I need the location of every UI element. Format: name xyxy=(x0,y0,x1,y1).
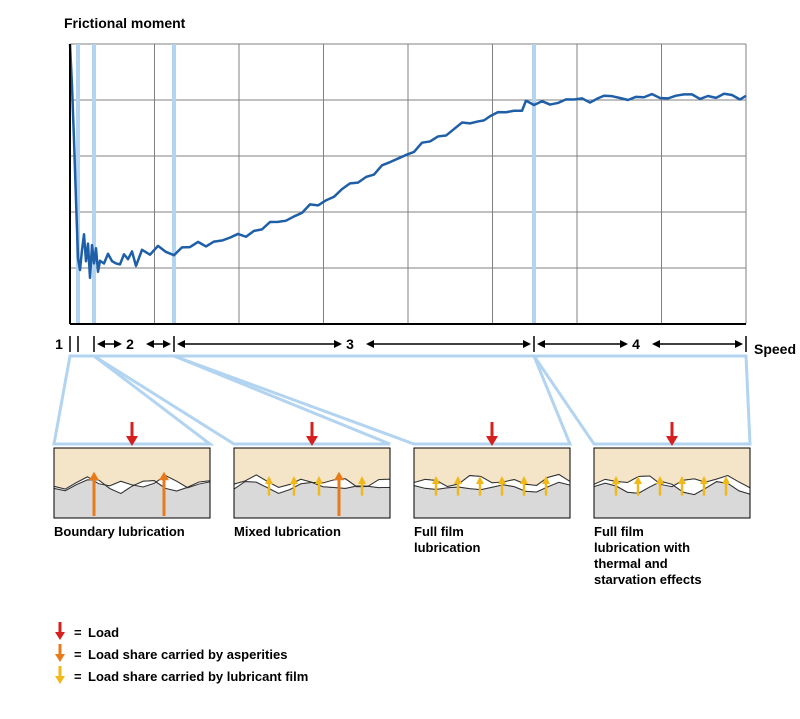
panel-caption: starvation effects xyxy=(594,572,702,587)
panel-caption: Full film xyxy=(414,524,464,539)
range-arrowhead xyxy=(334,340,342,348)
legend-equals: = xyxy=(74,625,82,640)
y-axis-label: Frictional moment xyxy=(64,15,186,31)
range-arrowhead xyxy=(163,340,171,348)
lubrication-panel: Mixed lubrication xyxy=(234,422,390,539)
panel-connector xyxy=(94,356,390,444)
zone-number: 4 xyxy=(632,336,640,352)
panel-caption: lubrication with xyxy=(594,540,690,555)
panel-connector xyxy=(534,356,750,444)
zone-number: 2 xyxy=(126,336,134,352)
range-arrowhead xyxy=(523,340,531,348)
x-axis-label: Speed xyxy=(754,341,796,357)
panel-caption: Full film xyxy=(594,524,644,539)
legend-label: Load xyxy=(88,625,119,640)
panel-caption: lubrication xyxy=(414,540,481,555)
lubrication-panel: Full filmlubrication withthermal andstar… xyxy=(594,422,750,587)
lubrication-panel: Boundary lubrication xyxy=(54,422,210,539)
panel-caption: Boundary lubrication xyxy=(54,524,185,539)
legend-arrow-icon xyxy=(55,676,65,684)
panel-caption: Mixed lubrication xyxy=(234,524,341,539)
panel-connector xyxy=(174,356,570,444)
zone-number: 1 xyxy=(55,336,63,352)
zone-number: 3 xyxy=(346,336,354,352)
panel-caption: thermal and xyxy=(594,556,668,571)
legend-equals: = xyxy=(74,669,82,684)
legend-arrow-icon xyxy=(55,632,65,640)
legend-label: Load share carried by lubricant film xyxy=(88,669,308,684)
range-arrowhead xyxy=(620,340,628,348)
range-arrowhead xyxy=(114,340,122,348)
legend-arrow-icon xyxy=(55,654,65,662)
lubrication-panel: Full filmlubrication xyxy=(414,422,570,555)
legend-label: Load share carried by asperities xyxy=(88,647,287,662)
range-arrowhead xyxy=(735,340,743,348)
legend-equals: = xyxy=(74,647,82,662)
